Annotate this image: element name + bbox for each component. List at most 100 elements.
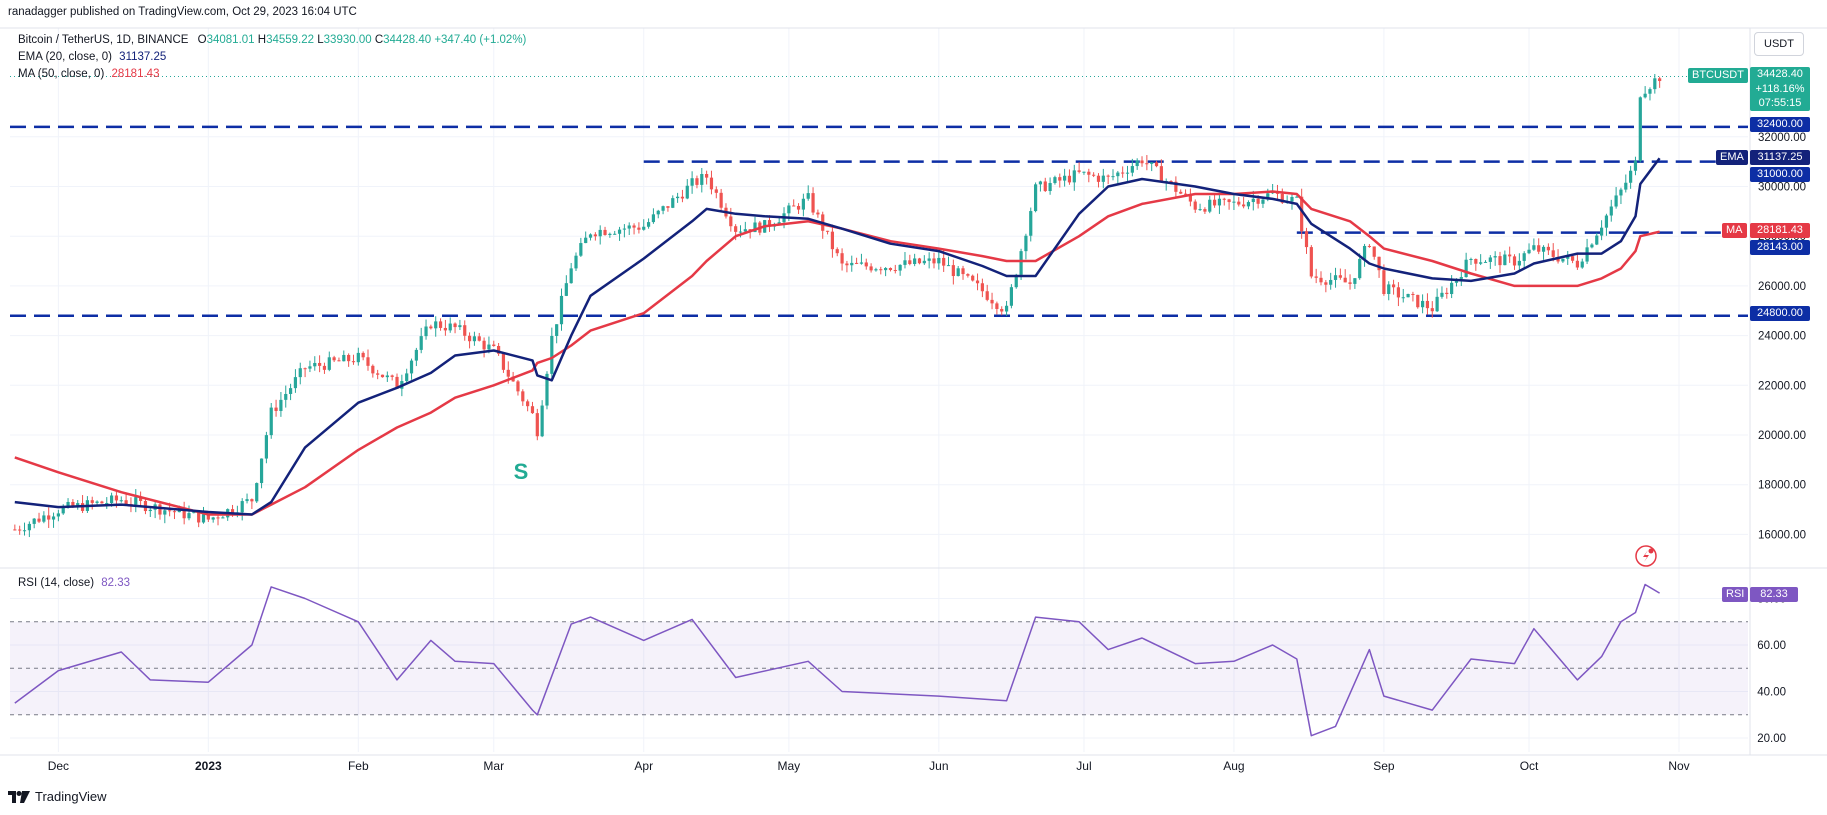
x-tick-label: 2023 (195, 759, 222, 773)
flash-icon[interactable] (1635, 545, 1657, 567)
candle (1512, 254, 1517, 270)
candle-body (255, 483, 259, 502)
candle-body (850, 262, 854, 266)
candle (482, 337, 486, 358)
candle (1474, 258, 1478, 271)
candle-body (1237, 201, 1241, 205)
candle-body (825, 230, 830, 232)
candle-body (1638, 97, 1642, 161)
rsi-legend[interactable]: RSI (14, close) 82.33 (18, 577, 130, 589)
candle-body (119, 500, 123, 502)
ohlc-change: +347.40 (+1.02%) (434, 34, 527, 46)
candle-body (313, 362, 317, 367)
candle (47, 507, 51, 528)
candle (743, 221, 747, 233)
candle-body (1362, 245, 1367, 259)
candle-body (240, 501, 244, 513)
candle-body (1121, 172, 1125, 174)
candle-body (1387, 284, 1391, 295)
candle-body (1416, 294, 1420, 308)
candle-body (676, 196, 680, 199)
candle (1179, 189, 1183, 195)
candle-body (932, 258, 936, 264)
candle (666, 206, 670, 212)
rsi-value-tag: 82.33 (1750, 587, 1798, 602)
candle-body (1029, 211, 1033, 236)
x-tick-label: Nov (1668, 759, 1689, 773)
candle-body (1295, 196, 1299, 198)
candle-body (729, 216, 733, 227)
candle-body (1532, 245, 1536, 250)
candle (1387, 281, 1391, 301)
candle-body (1261, 199, 1265, 204)
candle (1096, 173, 1101, 188)
candle-body (1309, 247, 1313, 277)
candle (806, 185, 810, 201)
candle (1483, 260, 1488, 263)
tradingview-brand[interactable]: TradingView (8, 789, 107, 804)
candle-body (274, 407, 278, 411)
candle (448, 317, 452, 333)
ma-legend[interactable]: MA (50, close, 0) 28181.43 (18, 68, 159, 80)
candle-body (1338, 275, 1342, 278)
rsi-line (14, 583, 1660, 737)
candle-body (632, 225, 636, 228)
candle (139, 491, 143, 506)
candle-body (956, 268, 960, 277)
candle-body (1188, 194, 1192, 202)
candle-body (487, 344, 491, 350)
candle-body (1217, 198, 1222, 206)
candle-body (105, 502, 109, 504)
candle (603, 226, 607, 236)
candle (216, 514, 220, 526)
candle (22, 522, 27, 536)
candle (269, 402, 273, 439)
symbol-title: Bitcoin / TetherUS, 1D, BINANCE (18, 34, 189, 46)
y-tick-label: 30000.00 (1758, 182, 1806, 194)
candle-body (467, 335, 472, 342)
ema-legend-value: 31137.25 (119, 51, 167, 63)
ema-legend[interactable]: EMA (20, close, 0) 31137.25 (18, 51, 166, 63)
candle (1541, 245, 1546, 260)
candle (1237, 197, 1241, 207)
candle (124, 493, 128, 506)
horizontal-levels[interactable] (10, 125, 1748, 317)
x-tick-label: Apr (634, 759, 653, 773)
candle (908, 254, 912, 266)
candle (985, 284, 989, 302)
candle-body (250, 499, 254, 502)
candle (187, 505, 191, 521)
candle-body (134, 497, 138, 505)
candle-body (172, 511, 177, 513)
candle-body (139, 497, 143, 501)
symbol-legend[interactable]: Bitcoin / TetherUS, 1D, BINANCE O34081.0… (18, 34, 526, 46)
candle (1532, 238, 1536, 251)
candle (545, 371, 549, 410)
candle-body (1159, 166, 1163, 183)
candle (627, 222, 631, 235)
currency-button[interactable]: USDT (1754, 32, 1804, 56)
candle-body (1063, 175, 1067, 181)
candle (56, 509, 60, 522)
candle-body (864, 262, 868, 267)
candle-body (642, 226, 646, 230)
candle (1145, 155, 1149, 171)
candle (1464, 252, 1468, 278)
candle (1154, 160, 1159, 168)
support-annotation-s: S (514, 459, 529, 484)
last-price: 34428.40 (1757, 68, 1803, 80)
candle (661, 205, 665, 215)
candle (1522, 251, 1526, 268)
candle-body (322, 365, 327, 370)
candle (685, 179, 689, 200)
candle (884, 267, 888, 277)
last-price-tag: 34428.40 +118.16% 07:55:15 (1750, 67, 1810, 111)
ohlc-high-label: H (257, 34, 267, 46)
candle-body (424, 326, 428, 337)
candle (1430, 301, 1434, 318)
candle (676, 192, 680, 203)
candle-body (1367, 245, 1371, 247)
candle (37, 512, 41, 524)
candle (1130, 158, 1134, 177)
